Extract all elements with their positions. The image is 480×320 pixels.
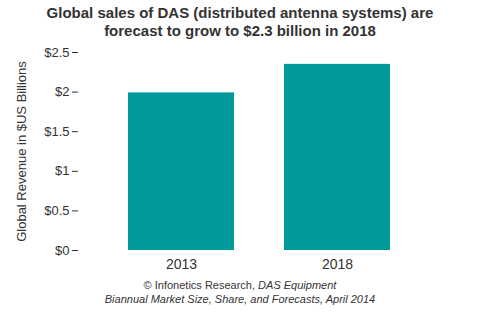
html-text:Biannual Market Size, Share, a: Biannual Market Size, Share, and Forecas… (104, 293, 376, 305)
svg-text:$0: $0 (55, 243, 69, 258)
svg-text:$0.5: $0.5 (44, 203, 69, 218)
svg-text:2018: 2018 (322, 256, 353, 272)
html-text:Global sales of DAS (distribut: Global sales of DAS (distributed antenna… (46, 4, 434, 39)
svg-text:$1: $1 (55, 163, 69, 178)
svg-text:$2: $2 (55, 84, 69, 99)
svg-text:$1.5: $1.5 (44, 124, 69, 139)
svg-text:2013: 2013 (166, 256, 197, 272)
svg-text:$2.5: $2.5 (44, 45, 69, 60)
html-text:© Infonetics Research, DAS Equ: © Infonetics Research, DAS Equipment (143, 279, 337, 291)
svg-text:Global Revenue in $US Billions: Global Revenue in $US Billions (14, 61, 29, 242)
